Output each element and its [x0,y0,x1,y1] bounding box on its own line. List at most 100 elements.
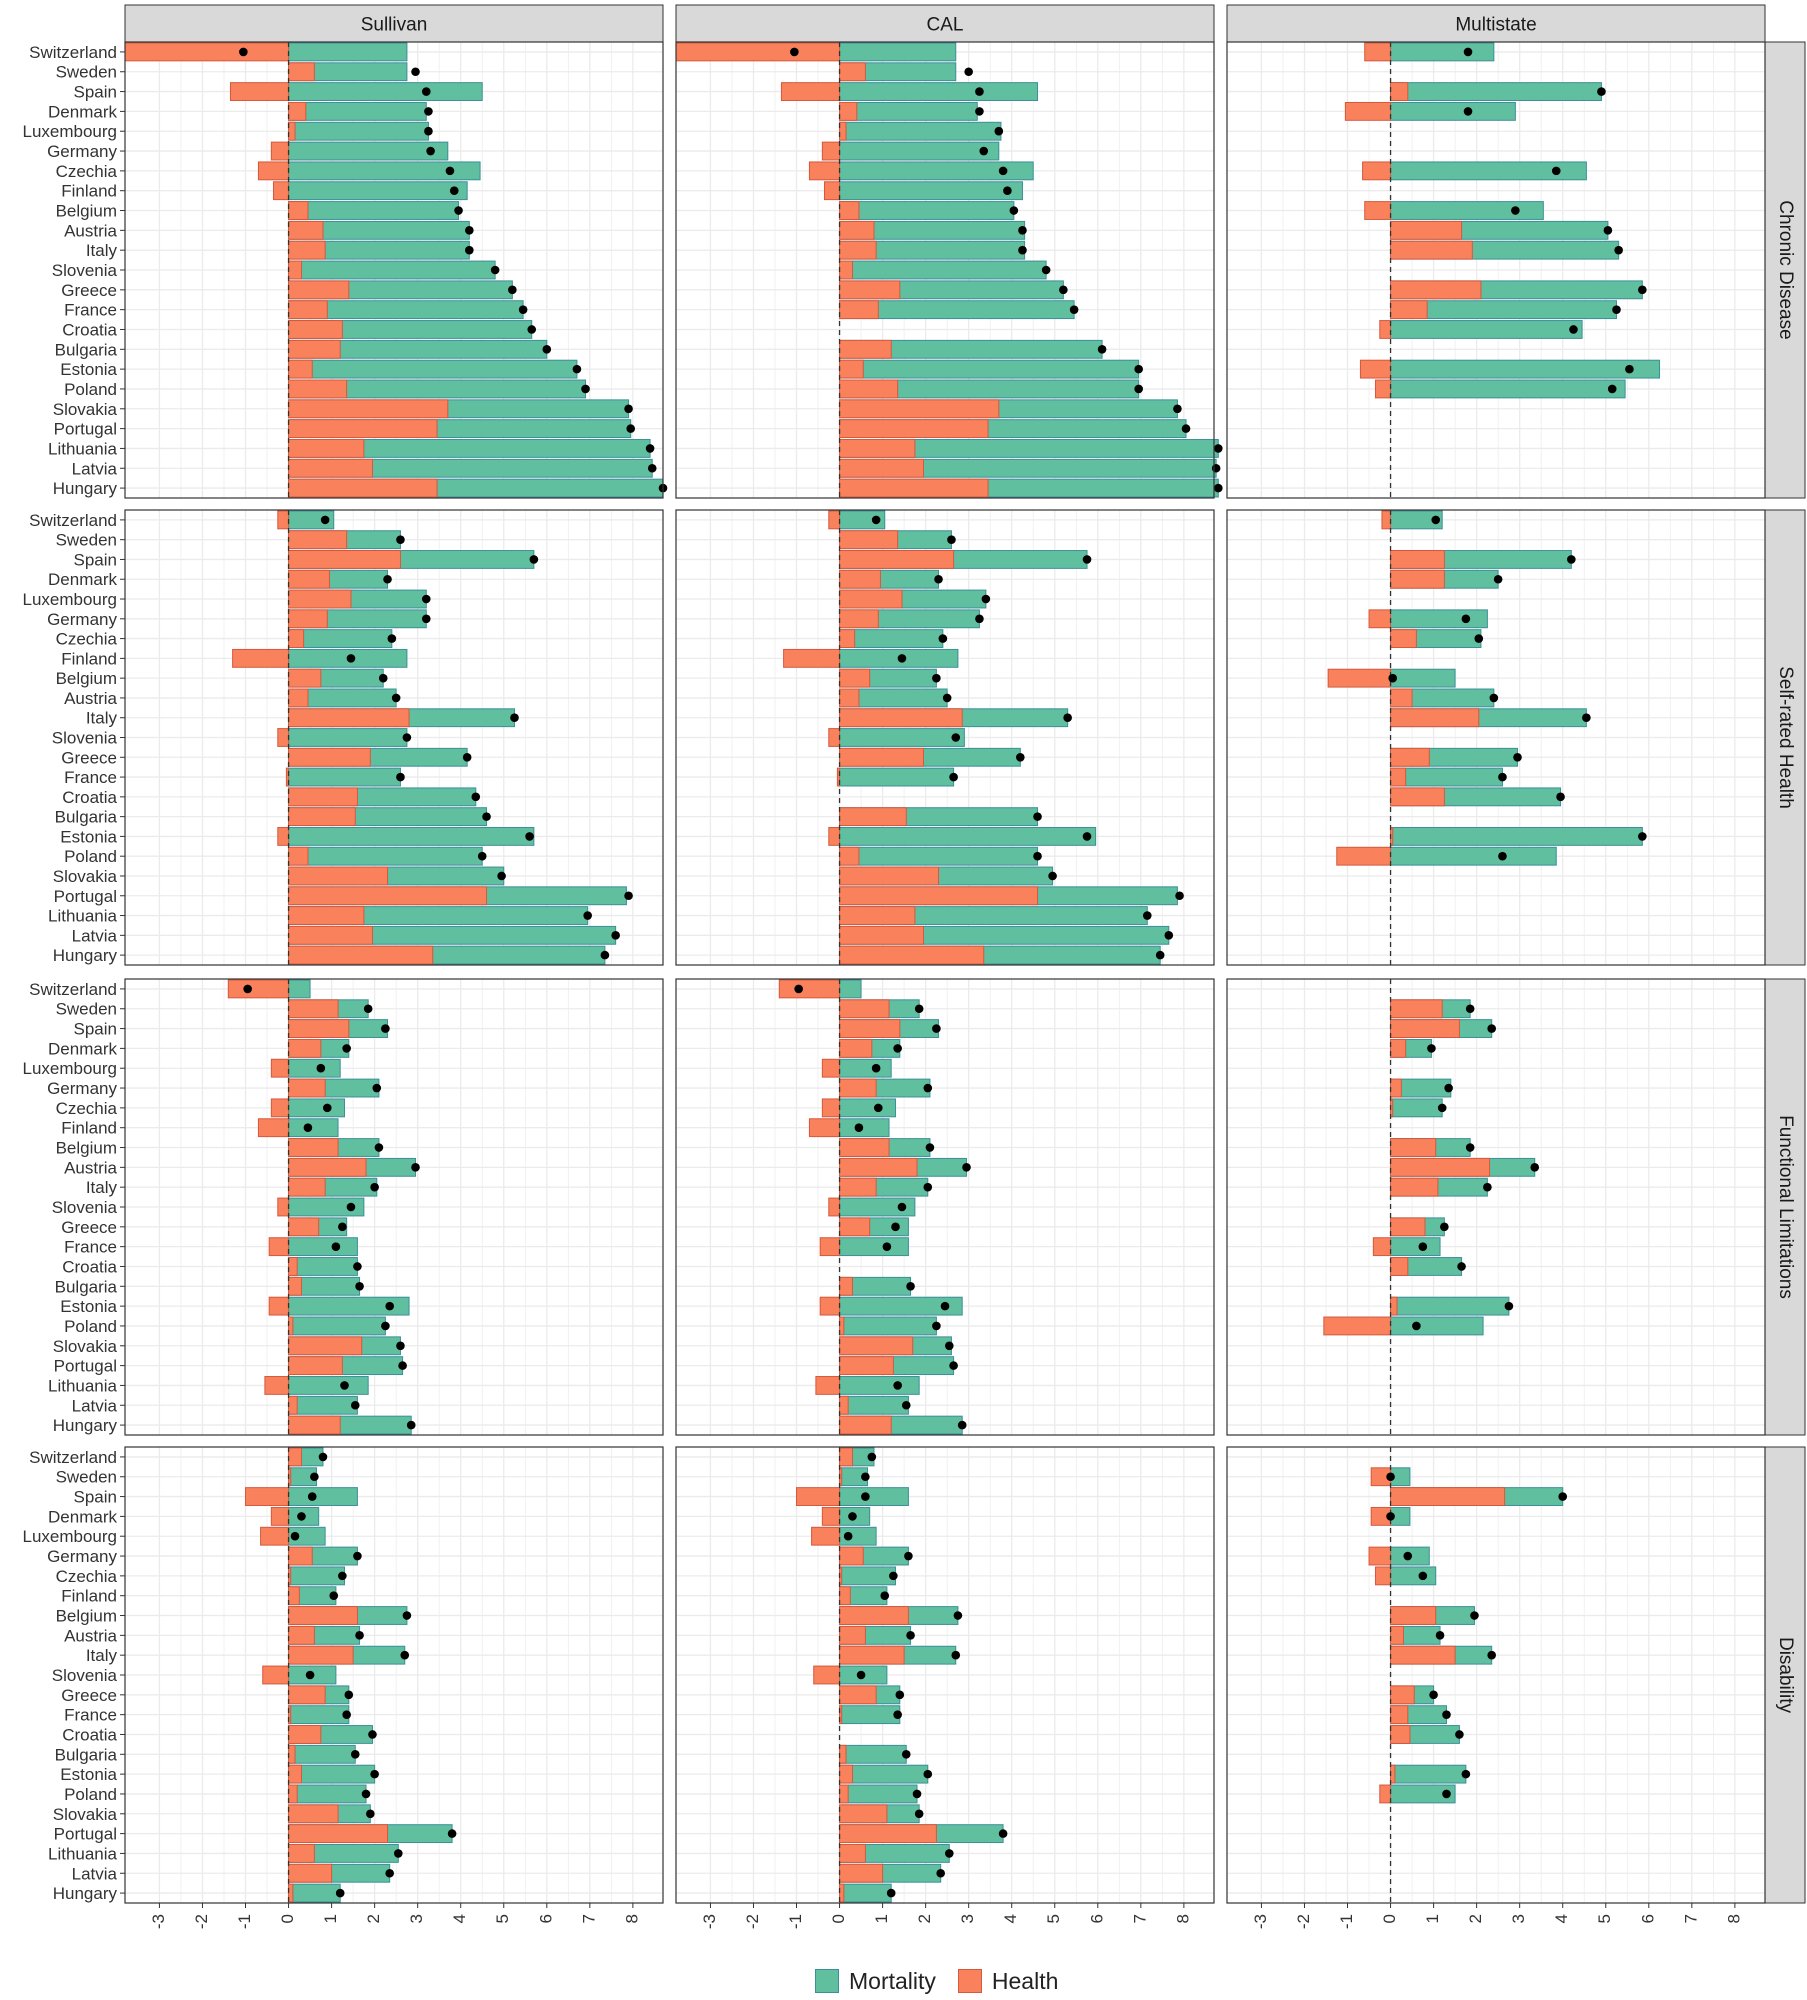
panel-border-1-1 [675,509,1215,966]
total-point-poland [932,1321,941,1331]
bar-health-hungary [839,945,985,965]
bar-health-latvia [288,1395,298,1415]
total-point-belgium [1470,1611,1479,1620]
bar-health-hungary [288,478,438,498]
total-point-germany [904,1551,913,1561]
total-point-sweden [861,1472,870,1482]
bar-health-austria [1390,220,1463,240]
total-point-france [1498,772,1507,782]
bar-mortality-luxembourg [839,1058,892,1078]
bar-health-france [288,300,328,320]
bar-health-sweden [839,530,899,550]
bar-health-bulgaria [288,1744,296,1764]
bar-health-estonia [1390,1296,1398,1316]
total-point-poland [1134,384,1143,394]
country-label-finland: Finland [61,1119,117,1138]
total-point-germany [353,1551,362,1561]
total-point-denmark [893,1044,902,1053]
total-point-sweden [964,67,973,77]
total-point-greece [895,1690,905,1700]
total-point-austria [411,1163,420,1172]
total-point-germany [1403,1551,1413,1561]
bar-health-croatia [1390,787,1445,807]
total-point-portugal [447,1829,457,1838]
bar-health-luxembourg [839,589,903,609]
total-point-spain [1567,555,1576,564]
total-point-france [331,1242,341,1251]
bar-mortality-france [288,767,401,787]
bar-health-bulgaria [839,339,892,359]
country-label-belgium: Belgium [56,1607,117,1626]
total-point-germany [1461,614,1471,624]
bar-health-czechia [821,1098,841,1118]
country-label-estonia: Estonia [60,827,117,846]
total-point-poland [381,1321,390,1331]
x-tick-label: 2 [1466,1914,1485,1923]
total-point-greece [1513,752,1522,762]
total-point-italy [510,713,519,723]
bar-health-lithuania [839,439,916,458]
bar-health-czechia [808,161,841,181]
bar-mortality-finland [839,181,1023,201]
total-point-poland [1412,1321,1421,1331]
total-point-spain [1487,1024,1496,1033]
bar-health-hungary [288,945,434,965]
total-point-austria [1435,1631,1445,1640]
bar-mortality-poland [1390,1316,1484,1336]
bar-mortality-estonia [1390,1764,1467,1784]
bar-health-belgium [1327,668,1392,688]
bar-mortality-poland [839,1316,937,1336]
row-label-3: Disability [1775,1637,1796,1714]
bar-health-italy [839,240,877,260]
bar-health-italy [1390,1177,1439,1197]
bar-health-denmark [1390,569,1445,589]
total-point-poland [1498,851,1507,861]
bar-health-denmark [288,569,330,589]
bar-health-finland [839,1586,851,1606]
total-point-finland [854,1123,864,1132]
bar-health-slovenia [828,1197,841,1217]
bar-health-hungary [839,1883,845,1903]
bar-health-germany [839,1546,864,1566]
bar-health-belgium [1364,201,1392,220]
total-point-croatia [1556,792,1565,802]
x-tick-label: 4 [450,1914,469,1923]
total-point-latvia [647,463,657,473]
bar-mortality-latvia [288,1395,358,1415]
bar-health-latvia [839,1863,884,1883]
country-label-portugal: Portugal [54,1357,117,1376]
bar-health-italy [839,1177,877,1197]
total-point-estonia [1461,1769,1471,1779]
bar-health-italy [1390,708,1480,728]
country-label-hungary: Hungary [53,1416,118,1435]
country-label-spain: Spain [74,1488,117,1507]
bar-health-switzerland [124,42,290,62]
total-point-germany [979,146,989,156]
bar-health-croatia [1379,320,1392,339]
bar-health-spain [1390,82,1409,101]
total-point-slovenia [305,1670,315,1680]
total-point-spain [1597,87,1606,96]
bar-health-finland [823,181,841,201]
country-label-sweden: Sweden [56,1468,117,1487]
bar-health-finland [288,1586,300,1606]
total-point-estonia [923,1769,933,1779]
row-label-1: Self-rated Health [1775,666,1796,809]
total-point-czechia [889,1571,898,1581]
total-point-switzerland [1463,47,1473,57]
facet-label-cal: CAL [927,15,964,36]
country-label-estonia: Estonia [60,1297,117,1316]
total-point-slovenia [897,1202,907,1212]
panel-border-0-1 [675,41,1215,499]
total-point-estonia [525,832,534,841]
country-label-portugal: Portugal [54,420,117,439]
x-tick-label: 1 [1423,1914,1442,1923]
bar-health-germany [821,141,841,161]
total-point-portugal [998,1829,1008,1838]
total-point-finland [303,1123,313,1132]
bar-health-slovenia [277,728,290,747]
bar-health-slovenia [277,1197,290,1217]
x-tick-label: 6 [1638,1914,1657,1923]
total-point-portugal [949,1361,958,1370]
total-point-croatia [368,1730,377,1739]
